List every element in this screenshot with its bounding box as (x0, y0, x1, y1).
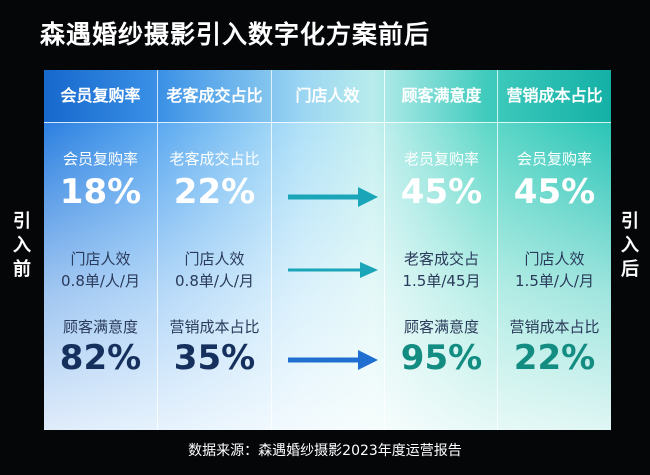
comparison-table: 会员复购率 老客成交占比 门店人效 顾客满意度 营销成本占比 会员复购率 18%… (44, 70, 611, 430)
header-repurchase-rate: 会员复购率 (60, 86, 141, 105)
after-col5-label-1: 会员复购率 (516, 150, 592, 168)
arrow-right-icon (288, 262, 378, 278)
chart-title: 森遇婚纱摄影引入数字化方案前后 (40, 20, 431, 49)
column-divider (157, 70, 158, 430)
before-col1-value-3: 82% (59, 338, 142, 378)
header-divider (44, 122, 611, 123)
after-col4-label-1: 老员复购率 (403, 150, 479, 168)
after-col4-label-2: 老客成交占 (403, 250, 479, 268)
header-old-customer-share: 老客成交占比 (166, 86, 263, 105)
after-col4-value-1: 45% (400, 172, 483, 212)
arrow-right-icon (288, 350, 378, 370)
column-divider (271, 70, 272, 430)
after-col5-value-1: 45% (513, 172, 596, 212)
after-col5-label-2: 门店人效 (524, 250, 585, 268)
column-divider (384, 70, 385, 430)
data-source-note: 数据来源：森遇婚纱摄影2023年度运营报告 (188, 443, 462, 459)
before-col2-value-1: 22% (173, 172, 256, 212)
column-divider (497, 70, 498, 430)
before-col2-label-3: 营销成本占比 (169, 318, 260, 336)
before-col1-value-1: 18% (59, 172, 142, 212)
before-col2-label-2: 门店人效 (184, 250, 245, 268)
header-row (44, 70, 611, 122)
after-col4-label-3: 顾客满意度 (403, 318, 479, 336)
after-col5-label-3: 营销成本占比 (509, 318, 600, 336)
before-col2-value-2: 0.8单/人/月 (175, 272, 254, 290)
after-col5-value-2: 1.5单/人/月 (515, 272, 594, 290)
before-col1-value-2: 0.8单/人/月 (61, 272, 140, 290)
after-col4-value-2: 1.5单/45月 (402, 272, 481, 290)
after-col4-value-3: 95% (400, 338, 483, 378)
side-label-after: 引 入 后 (621, 211, 639, 280)
before-col1-label-3: 顾客满意度 (62, 318, 138, 336)
after-col5-value-3: 22% (513, 338, 596, 378)
arrow-right-icon (288, 187, 378, 207)
before-col2-value-3: 35% (173, 338, 256, 378)
header-satisfaction: 顾客满意度 (401, 86, 482, 105)
header-store-efficiency: 门店人效 (295, 86, 360, 105)
before-col1-label-1: 会员复购率 (62, 150, 138, 168)
side-label-before: 引 入 前 (13, 211, 31, 280)
before-col1-label-2: 门店人效 (70, 250, 131, 268)
header-marketing-cost: 营销成本占比 (506, 86, 603, 105)
before-col2-label-1: 老客成交占比 (169, 150, 260, 168)
